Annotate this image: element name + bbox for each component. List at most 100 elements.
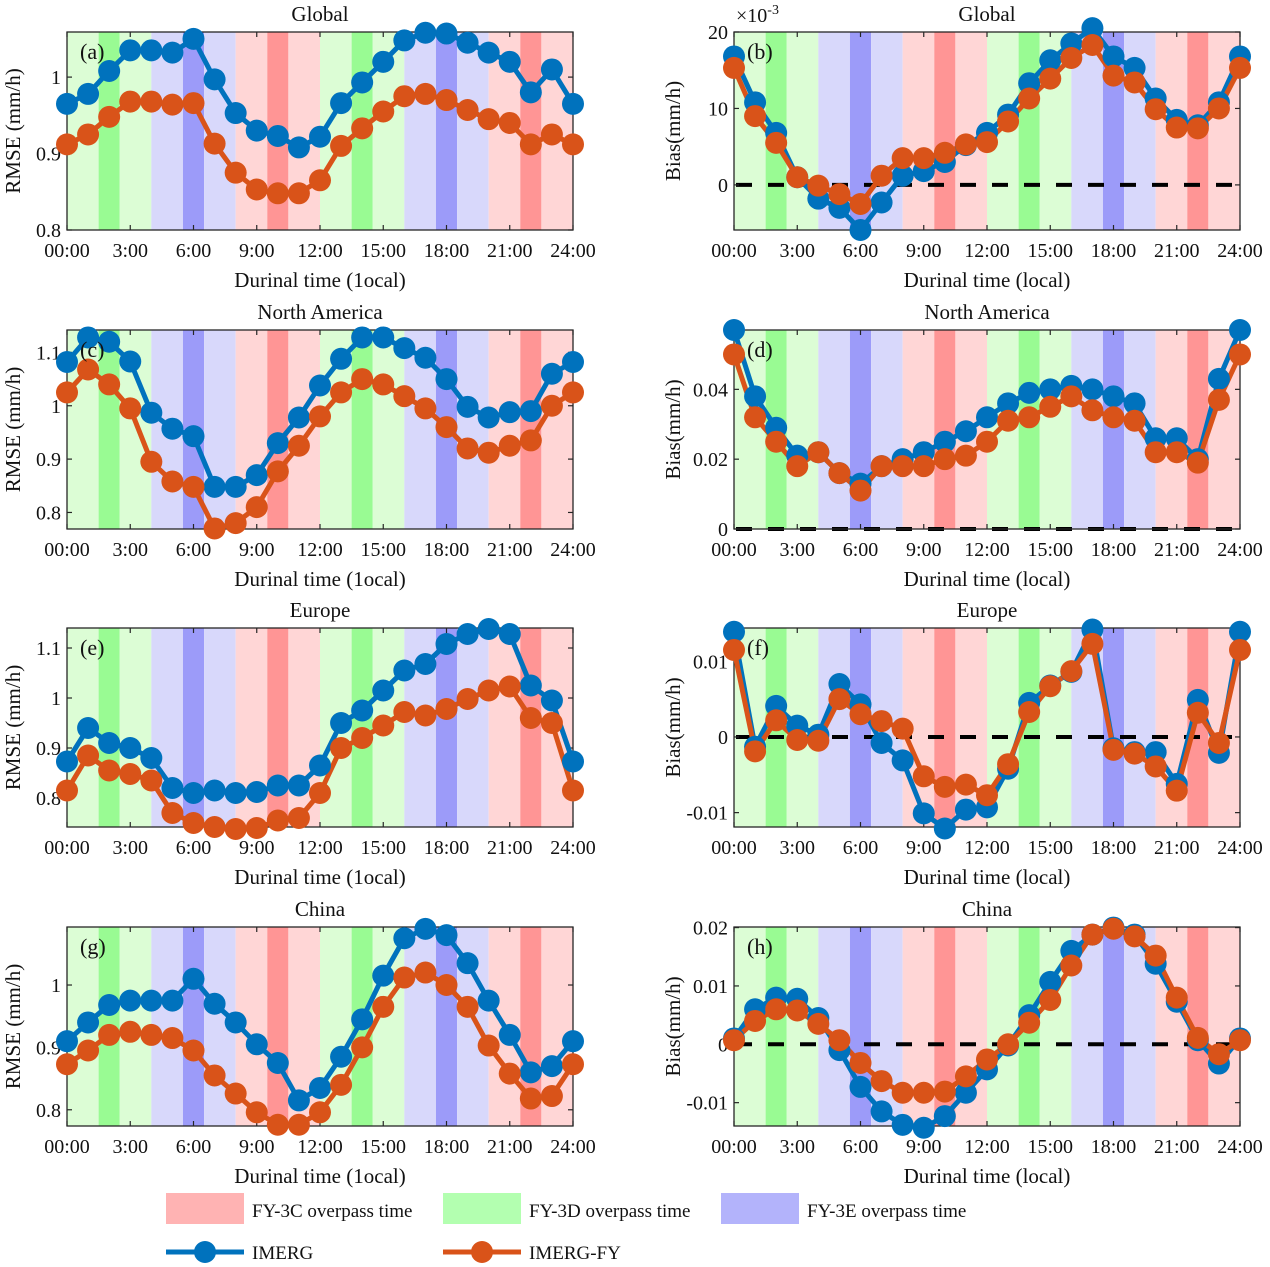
data-point-imerg-fy [1018,1011,1041,1034]
data-point-imerg-fy [330,737,353,759]
x-tick-label: 12:00 [297,539,343,561]
data-point-imerg [372,679,395,702]
overpass-bands [734,927,1240,1126]
data-point-imerg-fy [1060,46,1083,69]
data-point-imerg-fy [245,817,268,839]
data-point-imerg [912,1116,935,1139]
panel-title: Europe [290,598,351,622]
legend-item-fy-3d: FY-3D overpass time [443,1193,690,1224]
panel-label: (g) [80,934,106,959]
overpass-bands [67,330,573,529]
data-point-imerg-fy [140,90,163,113]
band-fy-3d-light [372,330,405,529]
data-point-imerg-fy [224,1082,247,1105]
data-point-imerg-fy [309,405,331,428]
data-point-imerg [540,1055,563,1078]
x-tick-label: 12:00 [297,1136,343,1158]
data-point-imerg-fy [786,999,809,1022]
data-point-imerg-fy [1207,388,1230,411]
data-point-imerg [562,750,584,773]
data-point-imerg [933,1105,956,1128]
data-point-imerg [954,420,977,443]
data-point-imerg [456,31,479,54]
data-point-imerg-fy [562,1053,584,1076]
x-tick-label: 18:00 [1091,539,1137,561]
data-point-imerg [1018,72,1041,95]
legend-label: FY-3E overpass time [807,1201,966,1222]
data-point-imerg [1207,367,1230,390]
x-tick-label: 9:00 [906,539,942,561]
data-point-imerg-fy [414,704,437,727]
band-fy-3c-dark [1187,628,1209,827]
data-point-imerg [976,406,998,429]
data-point-imerg-fy [933,141,956,164]
band-fy-3d-dark [1018,330,1040,529]
band-fy-3c-dark [934,330,956,529]
x-tick-label: 21:00 [1154,240,1200,262]
data-point-imerg-fy [1229,56,1251,79]
data-point-imerg [997,392,1020,415]
data-point-imerg-fy [765,998,788,1021]
x-tick-label: 3:00 [112,1136,148,1158]
data-point-imerg [98,993,121,1016]
x-tick-label: 6:00 [843,539,879,561]
x-tick-label: 9:00 [906,1136,942,1158]
data-point-imerg [98,59,121,82]
data-point-imerg [182,782,205,804]
y-tick-label: 0.01 [693,651,728,673]
data-point-imerg [351,699,374,722]
panel-g: 00:00 3:00 6:00 9:00 12:00 15:00 18:00 21:00 24:… [1,897,596,1188]
data-point-imerg [562,351,584,374]
data-point-imerg-fy [414,82,437,105]
data-point-imerg-fy [477,1034,500,1057]
data-point-imerg [870,1100,893,1123]
data-point-imerg-fy [1018,87,1041,110]
data-point-imerg [870,732,893,755]
band-fy-3e-light [457,330,489,529]
data-point-imerg-fy [891,147,914,170]
data-point-imerg-fy [807,441,830,464]
legend-marker [194,1241,216,1263]
marker-group [56,917,584,1136]
data-point-imerg [56,750,78,773]
y-axis-label: RMSE (mm/h) [1,964,25,1089]
panel-title: North America [924,300,1050,324]
data-point-imerg [224,782,247,804]
data-point-imerg-fy [954,444,977,467]
data-point-imerg [954,798,977,821]
y-tick-label: 1.1 [36,638,61,660]
panel-c: 00:00 3:00 6:00 9:00 12:00 15:00 18:00 21:00 24:… [1,300,596,591]
data-point-imerg-fy [744,1009,767,1032]
band-fy-3e-dark [1102,628,1125,827]
data-point-imerg [77,1011,100,1034]
data-point-imerg [56,1030,78,1053]
data-point-imerg-fy [266,809,289,832]
band-fy-3d-dark [765,927,787,1126]
data-point-imerg [287,406,310,429]
panel-label: (b) [747,39,773,64]
data-point-imerg-fy [954,133,977,156]
data-point-imerg [98,732,121,754]
y-axis-label: RMSE (mm/h) [1,367,25,492]
band-fy-3c-dark [1187,330,1209,529]
data-point-imerg-fy [1039,988,1062,1011]
data-point-imerg-fy [723,1029,745,1052]
band-fy-3c-dark [520,32,542,230]
data-point-imerg [1229,620,1251,643]
x-tick-label: 18:00 [1091,1136,1137,1158]
data-point-imerg-fy [140,1023,163,1046]
data-point-imerg-fy [245,1101,268,1124]
data-point-imerg-fy [562,779,584,802]
x-tick-label: 21:00 [1154,837,1200,859]
x-tick-label: 12:00 [297,240,343,262]
y-axis-label: Bias(mm/h) [661,976,685,1076]
data-point-imerg-fy [224,818,247,840]
data-point-imerg [119,737,142,759]
x-tick-label: 21:00 [487,837,533,859]
data-point-imerg-fy [140,769,163,792]
data-point-imerg-fy [477,441,500,464]
data-point-imerg [891,749,914,772]
data-point-imerg [456,623,479,645]
x-tick-label: 6:00 [176,837,212,859]
data-point-imerg [519,81,542,104]
